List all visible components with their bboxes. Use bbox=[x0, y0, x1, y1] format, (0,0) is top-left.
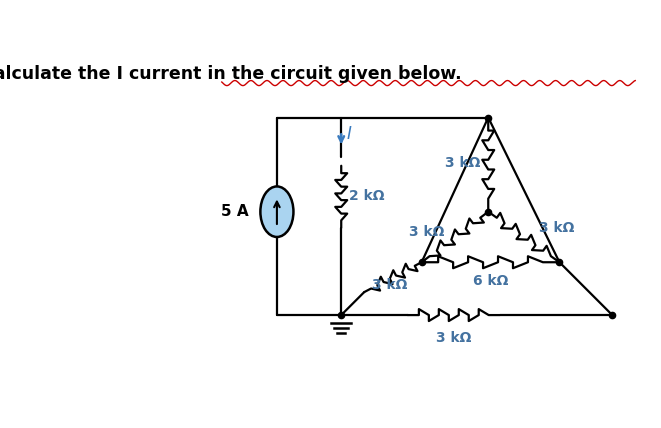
Text: 3 kΩ: 3 kΩ bbox=[372, 278, 408, 292]
Text: 3 kΩ: 3 kΩ bbox=[445, 157, 480, 170]
Text: 6 kΩ: 6 kΩ bbox=[473, 274, 508, 288]
Text: Calculate the I current in the circuit given below.: Calculate the I current in the circuit g… bbox=[0, 65, 462, 83]
Text: 3 kΩ: 3 kΩ bbox=[539, 221, 574, 235]
Text: 5 A: 5 A bbox=[221, 204, 249, 219]
Text: 3 kΩ: 3 kΩ bbox=[409, 226, 445, 239]
Text: I: I bbox=[347, 125, 352, 143]
Text: 2 kΩ: 2 kΩ bbox=[350, 189, 385, 202]
Text: 3 kΩ: 3 kΩ bbox=[436, 331, 471, 345]
Ellipse shape bbox=[260, 187, 293, 237]
